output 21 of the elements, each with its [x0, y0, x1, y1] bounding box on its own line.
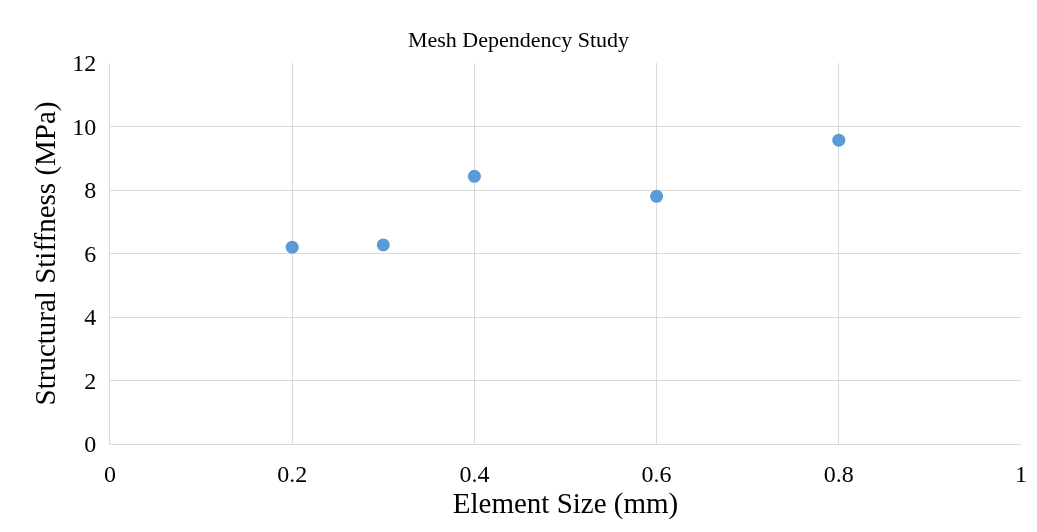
chart-title: Mesh Dependency Study [407, 27, 630, 53]
x-tick-label: 0 [104, 460, 116, 487]
x-tick-label: 0.8 [823, 460, 854, 487]
x-tick-label: 1 [1015, 460, 1027, 487]
x-tick-label: 0.4 [459, 460, 490, 487]
y-tick-label: 10 [72, 113, 97, 140]
y-tick-label: 8 [84, 177, 97, 204]
y-tick-label: 12 [72, 50, 97, 77]
point [467, 169, 481, 183]
x-tick-label: 0.2 [277, 460, 308, 487]
point [285, 240, 299, 254]
point [832, 133, 846, 147]
point [376, 238, 390, 252]
y-tick-label: 4 [84, 304, 97, 331]
x-tick-label: 0.6 [641, 460, 672, 487]
y-tick-label: 6 [84, 240, 97, 267]
point [650, 189, 664, 203]
y-tick-label: 0 [84, 431, 97, 458]
x-axis-title: Element Size (mm) [452, 486, 679, 520]
y-tick-label: 2 [84, 367, 97, 394]
y-axis-title: Structural Stiffness (MPa) [28, 101, 62, 406]
